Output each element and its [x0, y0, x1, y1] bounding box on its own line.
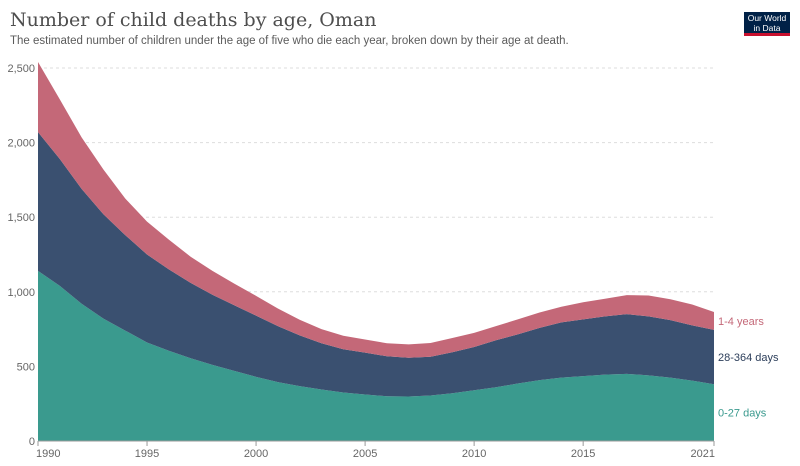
series-label-28-364-days: 28-364 days: [718, 352, 779, 364]
x-tick-label: 2000: [244, 448, 268, 460]
series-label-0-27-days: 0-27 days: [718, 408, 767, 420]
area-28-364-days[interactable]: [38, 132, 714, 397]
owid-logo[interactable]: Our World in Data: [744, 12, 790, 36]
chart-subtitle: The estimated number of children under t…: [10, 35, 569, 47]
x-tick-label: 1990: [36, 448, 60, 460]
logo-line-2: in Data: [753, 22, 781, 33]
x-tick-label: 1995: [135, 448, 159, 460]
logo-line-1: Our World: [747, 13, 787, 23]
area-1-4-years[interactable]: [38, 62, 714, 358]
x-tick-label: 2015: [571, 448, 595, 460]
y-tick-label: 1,000: [7, 287, 35, 299]
x-tick-label: 2005: [353, 448, 377, 460]
series-label-1-4-years: 1-4 years: [718, 316, 764, 328]
y-tick-label: 2,500: [7, 63, 35, 75]
x-tick-label: 2010: [462, 448, 486, 460]
y-tick-label: 2,000: [7, 138, 35, 150]
y-tick-label: 1,500: [7, 212, 35, 224]
area-0-27-days[interactable]: [38, 270, 714, 441]
y-tick-label: 500: [17, 361, 35, 373]
area-series[interactable]: [38, 62, 714, 441]
series-labels: 0-27 days 28-364 days 1-4 years: [718, 316, 779, 420]
y-tick-label: 0: [29, 436, 35, 448]
axes: 0 500 1,000 1,500 2,000 2,500 1990 1995 2000 2005…: [7, 63, 715, 460]
chart-title: Number of child deaths by age, Oman: [10, 9, 377, 31]
x-tick-label: 2021: [691, 448, 715, 460]
